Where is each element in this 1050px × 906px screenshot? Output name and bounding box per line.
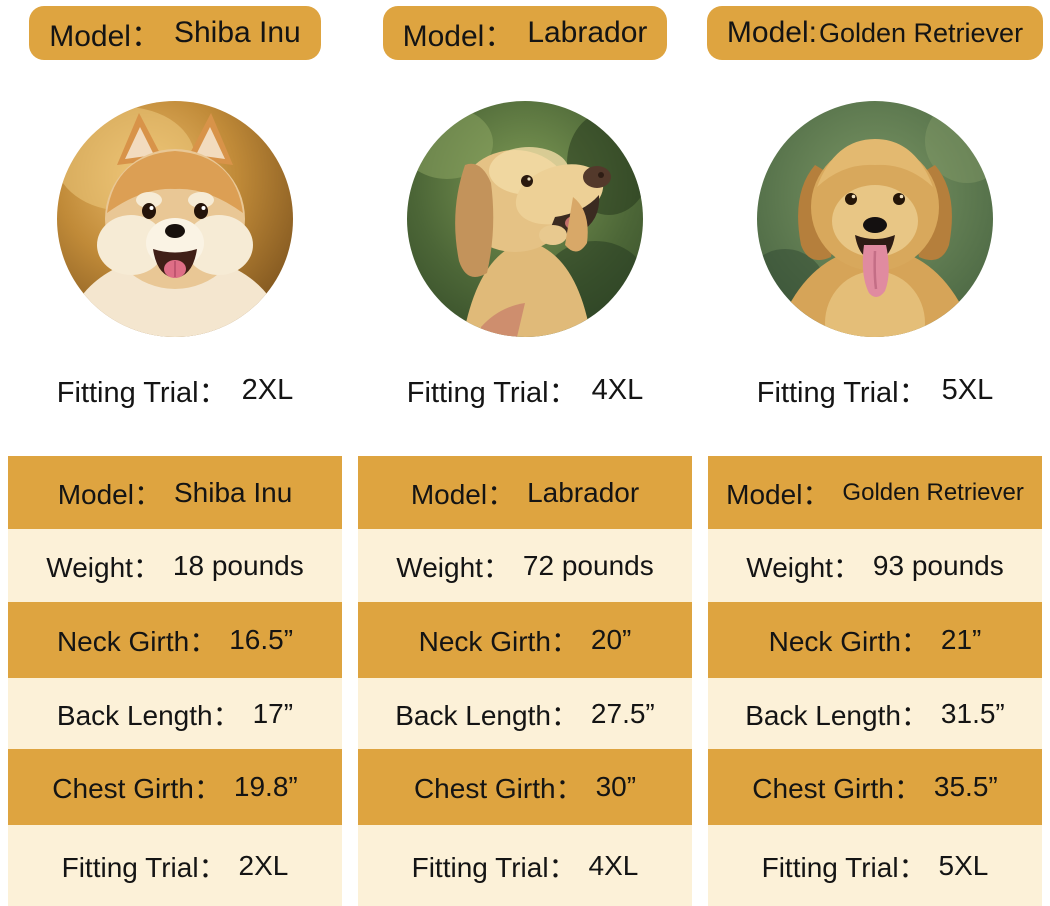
row-label: Chest Girth： bbox=[413, 773, 584, 804]
shiba-inu-illustration bbox=[57, 101, 293, 337]
row-label: Fitting Trial： bbox=[761, 851, 927, 883]
column-golden-retriever: Model: Golden Retriever bbox=[706, 0, 1044, 906]
fitting-trial-caption-golden: Fitting Trial： 5XL bbox=[757, 373, 994, 410]
row-value: 19.8” bbox=[233, 771, 298, 802]
model-pill-label: Model： bbox=[49, 20, 161, 53]
model-pill-value: Golden Retriever bbox=[818, 17, 1024, 48]
row-weight: Weight： 93 pounds bbox=[708, 529, 1042, 602]
row-label: Chest Girth： bbox=[52, 773, 222, 804]
row-label: Model： bbox=[410, 478, 516, 510]
row-neck-girth: Neck Girth： 20” bbox=[358, 602, 692, 678]
row-value: 4XL bbox=[588, 849, 639, 881]
row-neck-girth: Neck Girth： 21” bbox=[708, 602, 1042, 678]
row-chest-girth: Chest Girth： 30” bbox=[358, 749, 692, 825]
row-value: Labrador bbox=[527, 476, 640, 508]
golden-retriever-illustration bbox=[757, 101, 993, 337]
row-value: 21” bbox=[940, 624, 982, 655]
model-pill-value: Shiba Inu bbox=[173, 16, 301, 49]
row-label: Model： bbox=[57, 478, 162, 510]
row-value: 27.5” bbox=[590, 697, 655, 729]
row-model: Model： Shiba Inu bbox=[8, 456, 342, 529]
row-label: Back Length： bbox=[745, 699, 929, 731]
row-label: Model： bbox=[726, 478, 831, 510]
golden-retriever-photo bbox=[757, 101, 993, 337]
row-weight: Weight： 18 pounds bbox=[8, 529, 342, 602]
fitting-trial-value: 5XL bbox=[941, 373, 994, 406]
size-table-shiba: Model： Shiba Inu Weight： 18 pounds Neck … bbox=[8, 456, 342, 906]
row-value: 72 pounds bbox=[522, 549, 654, 581]
row-value: 5XL bbox=[938, 849, 989, 881]
row-label: Chest Girth： bbox=[752, 773, 922, 804]
fitting-trial-value: 4XL bbox=[591, 373, 644, 406]
row-fitting-trial: Fitting Trial： 2XL bbox=[8, 825, 342, 906]
row-back-length: Back Length： 17” bbox=[8, 678, 342, 749]
column-shiba-inu: Model： Shiba Inu bbox=[8, 0, 342, 906]
row-label: Neck Girth： bbox=[768, 626, 929, 657]
model-pill-labrador: Model： Labrador bbox=[382, 6, 668, 60]
row-chest-girth: Chest Girth： 19.8” bbox=[8, 749, 342, 825]
fitting-trial-caption-labrador: Fitting Trial： 4XL bbox=[407, 373, 644, 410]
row-label: Back Length： bbox=[56, 699, 241, 731]
row-chest-girth: Chest Girth： 35.5” bbox=[708, 749, 1042, 825]
row-value: 16.5” bbox=[229, 624, 294, 655]
row-fitting-trial: Fitting Trial： 5XL bbox=[708, 825, 1042, 906]
row-value: 35.5” bbox=[933, 771, 998, 802]
model-pill-golden: Model: Golden Retriever bbox=[706, 6, 1044, 60]
fitting-trial-value: 2XL bbox=[241, 373, 294, 406]
row-back-length: Back Length： 27.5” bbox=[358, 678, 692, 749]
model-pill-label: Model： bbox=[402, 20, 515, 53]
fitting-trial-label: Fitting Trial： bbox=[56, 377, 228, 409]
row-value: 18 pounds bbox=[172, 549, 304, 581]
row-neck-girth: Neck Girth： 16.5” bbox=[8, 602, 342, 678]
column-labrador: Model： Labrador bbox=[358, 0, 692, 906]
row-label: Neck Girth： bbox=[56, 626, 218, 657]
row-value: 31.5” bbox=[940, 697, 1005, 729]
row-fitting-trial: Fitting Trial： 4XL bbox=[358, 825, 692, 906]
row-model: Model： Labrador bbox=[358, 456, 692, 529]
model-pill-label: Model: bbox=[726, 16, 817, 49]
row-label: Back Length： bbox=[395, 699, 579, 731]
size-table-labrador: Model： Labrador Weight： 72 pounds Neck G… bbox=[358, 456, 692, 906]
row-value: 17” bbox=[252, 697, 294, 729]
labrador-illustration bbox=[407, 101, 643, 337]
row-back-length: Back Length： 31.5” bbox=[708, 678, 1042, 749]
row-label: Neck Girth： bbox=[418, 626, 579, 657]
row-label: Fitting Trial： bbox=[61, 851, 227, 883]
shiba-inu-photo bbox=[57, 101, 293, 337]
row-value: 2XL bbox=[238, 849, 289, 881]
row-label: Fitting Trial： bbox=[411, 851, 577, 883]
row-label: Weight： bbox=[746, 551, 861, 583]
labrador-photo bbox=[407, 101, 643, 337]
row-value: 93 pounds bbox=[872, 549, 1004, 581]
row-model: Model： Golden Retriever bbox=[708, 456, 1042, 529]
row-weight: Weight： 72 pounds bbox=[358, 529, 692, 602]
row-value: 20” bbox=[590, 624, 632, 655]
size-table-golden: Model： Golden Retriever Weight： 93 pound… bbox=[708, 456, 1042, 906]
row-value: 30” bbox=[595, 771, 637, 802]
row-label: Weight： bbox=[46, 551, 161, 583]
model-pill-shiba: Model： Shiba Inu bbox=[29, 6, 321, 60]
row-value: Shiba Inu bbox=[173, 476, 293, 508]
row-value: Golden Retriever bbox=[842, 478, 1024, 506]
fitting-trial-label: Fitting Trial： bbox=[756, 377, 928, 409]
model-pill-value: Labrador bbox=[527, 16, 648, 49]
fitting-trial-label: Fitting Trial： bbox=[406, 377, 578, 409]
row-label: Weight： bbox=[396, 551, 511, 583]
fitting-trial-caption-shiba: Fitting Trial： 2XL bbox=[57, 373, 294, 410]
